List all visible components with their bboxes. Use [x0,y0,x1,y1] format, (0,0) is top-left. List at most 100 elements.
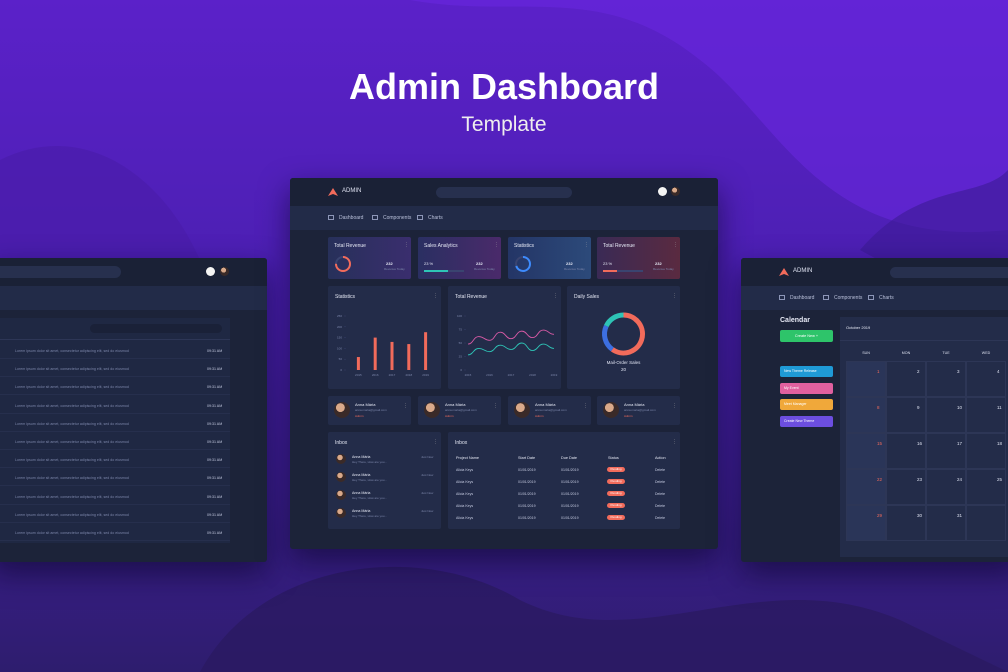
avatar [603,402,619,418]
bar [390,341,394,370]
y-tick-label: 0 [460,368,462,372]
y-tick-label: 0 [340,368,342,372]
mail-text: Lorem ipsum dolor sit amet, consectetur … [15,367,129,372]
day-cell: 31 [926,505,966,541]
mail-search [90,324,222,333]
event-chip[interactable]: Create New Theme [780,415,833,427]
message-time: Just Now [421,455,434,459]
nav-icon [779,295,785,300]
blob [410,0,1008,233]
day-cell: 25 [966,469,1006,505]
day-cell: 1 [846,361,886,397]
message-preview: Hey There, How are you... [352,478,387,482]
table-cell: 01/01/2019 [518,468,536,472]
dashboard-window: ADMIN Dashboard Components Charts Total Reve… [290,178,718,549]
mail-time: 09:31 AM [207,512,223,517]
day-cell: 22 [846,469,886,505]
delete-action[interactable]: Delete [655,468,666,472]
nav-link[interactable]: Charts [879,295,894,301]
bar [407,344,411,370]
calendar-title: Calendar [780,317,810,324]
message-preview: Hey There, How are you... [352,514,387,518]
avatar [336,472,346,482]
day-number: 30 [917,513,923,518]
progress-bar [424,270,448,272]
chart-svg [602,312,645,356]
nav-icon [868,295,874,300]
day-cell: 4 [966,361,1006,397]
row-divider [0,412,230,414]
day-cell [966,505,1006,541]
chart-svg [515,256,531,272]
event-chip[interactable]: Meet Manager [780,399,833,411]
create-button[interactable]: Create New + [780,330,833,342]
nav-link[interactable]: Dashboard [790,295,815,301]
day-number: 29 [877,513,883,518]
y-tick-label: 100 [457,314,462,318]
logo [328,188,338,196]
table-cell: 01/01/2019 [518,504,536,508]
bar [356,357,360,370]
nav-link[interactable]: Components [383,215,412,221]
delete-action[interactable]: Delete [655,492,666,496]
delete-action[interactable]: Delete [655,516,666,520]
stat-card: Total Revenue ⋮ 232 Revenue Today [328,237,411,279]
donut-segment [604,312,624,328]
day-cell: 29 [846,505,886,541]
sender-name: Anna Mária [352,455,371,459]
weekday: TUE [942,351,950,355]
card-caption: Revenue Today [564,267,585,271]
status-badge: Pending [607,491,625,496]
avatar [514,402,530,418]
day-cell: 16 [886,433,926,469]
day-cell: 15 [846,433,886,469]
row-divider [0,503,230,505]
row-divider [0,376,230,378]
nav-icon [417,215,423,220]
card-title: Total Revenue [603,243,635,249]
profile-name: Anna Mária [355,402,376,407]
profile-role: Admin [624,414,633,418]
status-badge: Pending [607,467,625,472]
event-chip[interactable]: New Theme Release [780,366,833,377]
nav-link[interactable]: Components [834,295,863,301]
search-box [436,187,572,198]
message-preview: Hey There, How are you... [352,496,387,500]
nav-bar [290,206,718,230]
card-menu: ⋮ [494,242,499,248]
avatar [220,267,229,276]
stat-card: Statistics ⋮ 232 Revenue Today [508,237,591,279]
mail-text: Lorem ipsum dolor sit amet, consectetur … [15,476,129,481]
weekday: WED [981,351,991,355]
nav-link[interactable]: Dashboard [339,215,364,221]
chart-svg [335,256,351,272]
day-number: 15 [877,441,883,446]
line-series [467,329,555,345]
event-chip[interactable]: My Event [780,382,833,394]
nav-icon [328,215,334,220]
x-tick-label: 2016 [372,373,379,377]
panel: ⋮ Anna Mária anna.maria@gmail.com Admin [328,396,411,425]
nav-link[interactable]: Charts [428,215,443,221]
column-header: Status [608,456,619,460]
progress-track [603,270,643,272]
day-number: 17 [957,441,963,446]
y-tick-label: 150 [337,336,342,340]
day-number: 22 [877,477,883,482]
panel-menu: ⋮ [672,293,677,299]
day-cell: 30 [886,505,926,541]
donut-total: 20 [620,367,626,372]
stat-card: Sales Analytics ⋮ 232 Revenue Today 23 % [418,237,501,279]
brand: ADMIN [793,268,813,274]
column-header: Project Name [456,456,480,460]
day-number: 4 [997,369,1000,374]
mail-text: Lorem ipsum dolor sit amet, consectetur … [15,531,129,535]
chart-svg [603,270,643,272]
day-number: 1 [877,369,880,374]
hero-subtitle: Template [461,113,547,136]
delete-action[interactable]: Delete [655,504,666,508]
weekday: MON [901,351,911,355]
logo-mark [779,268,789,276]
card-value: 232 [476,261,483,266]
delete-action[interactable]: Delete [655,480,666,484]
